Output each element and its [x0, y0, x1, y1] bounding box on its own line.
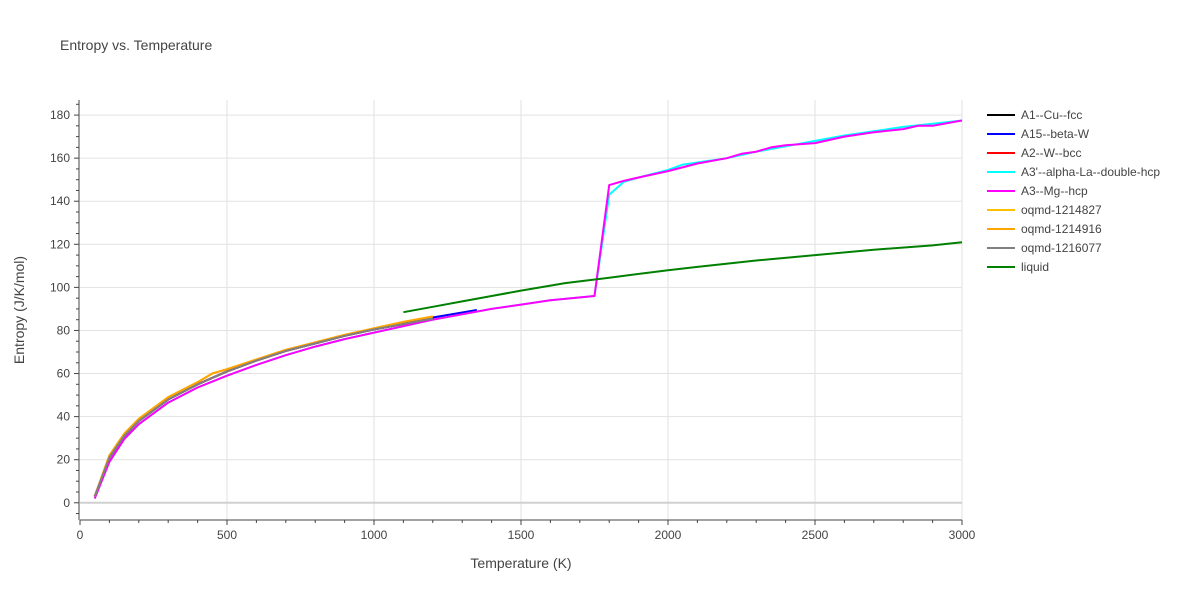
y-tick-label: 140	[50, 194, 70, 208]
y-axis-title: Entropy (J/K/mol)	[11, 256, 27, 364]
y-tick-label: 100	[50, 280, 70, 294]
x-tick-label: 2500	[802, 528, 829, 542]
legend-label: oqmd-1214827	[1021, 203, 1102, 217]
grid	[80, 100, 963, 520]
y-tick-label: 0	[63, 496, 70, 510]
legend-item[interactable]: liquid	[987, 260, 1049, 274]
x-tick-label: 3000	[949, 528, 976, 542]
legend-item[interactable]: oqmd-1214916	[987, 222, 1102, 236]
legend[interactable]: A1--Cu--fcc A15--beta-W A2--W--bcc A3'--alp…	[987, 108, 1160, 274]
series-line-oqmd-1216077	[93, 317, 433, 497]
legend-item[interactable]: oqmd-1216077	[987, 241, 1102, 255]
legend-label: oqmd-1214916	[1021, 222, 1102, 236]
legend-label: oqmd-1216077	[1021, 241, 1102, 255]
x-tick-label: 0	[77, 528, 84, 542]
y-tick-label: 180	[50, 108, 70, 122]
legend-label: A1--Cu--fcc	[1021, 108, 1082, 122]
legend-item[interactable]: A3'--alpha-La--double-hcp	[987, 165, 1160, 179]
legend-label: A3--Mg--hcp	[1021, 184, 1088, 198]
chart-title: Entropy vs. Temperature	[60, 37, 212, 53]
x-axis-title: Temperature (K)	[470, 555, 571, 571]
y-tick-label: 160	[50, 151, 70, 165]
y-tick-label: 40	[57, 410, 71, 424]
y-tick-label: 20	[57, 453, 71, 467]
series-line-a3-mg-hcp	[93, 119, 963, 499]
legend-item[interactable]: A1--Cu--fcc	[987, 108, 1082, 122]
legend-item[interactable]: A15--beta-W	[987, 127, 1090, 141]
series-line-liquid	[403, 241, 963, 314]
x-tick-label: 1000	[361, 528, 388, 542]
legend-label: A3'--alpha-La--double-hcp	[1021, 165, 1160, 179]
x-tick-label: 500	[217, 528, 237, 542]
x-tick-label: 1500	[508, 528, 535, 542]
y-tick-label: 60	[57, 367, 71, 381]
y-tick-label: 80	[57, 323, 71, 337]
legend-label: liquid	[1021, 260, 1049, 274]
legend-item[interactable]: oqmd-1214827	[987, 203, 1102, 217]
y-tick-label: 120	[50, 237, 70, 251]
legend-label: A2--W--bcc	[1021, 146, 1081, 160]
legend-item[interactable]: A2--W--bcc	[987, 146, 1081, 160]
series-line-oqmd-1214916	[93, 315, 433, 497]
axes: 0 500 1000 1500 2000 2500 3000 0 20 40 60 80 100 120 1…	[50, 100, 976, 542]
legend-label: A15--beta-W	[1021, 127, 1090, 141]
legend-item[interactable]: A3--Mg--hcp	[987, 184, 1088, 198]
x-tick-label: 2000	[655, 528, 682, 542]
series-group	[93, 119, 963, 499]
